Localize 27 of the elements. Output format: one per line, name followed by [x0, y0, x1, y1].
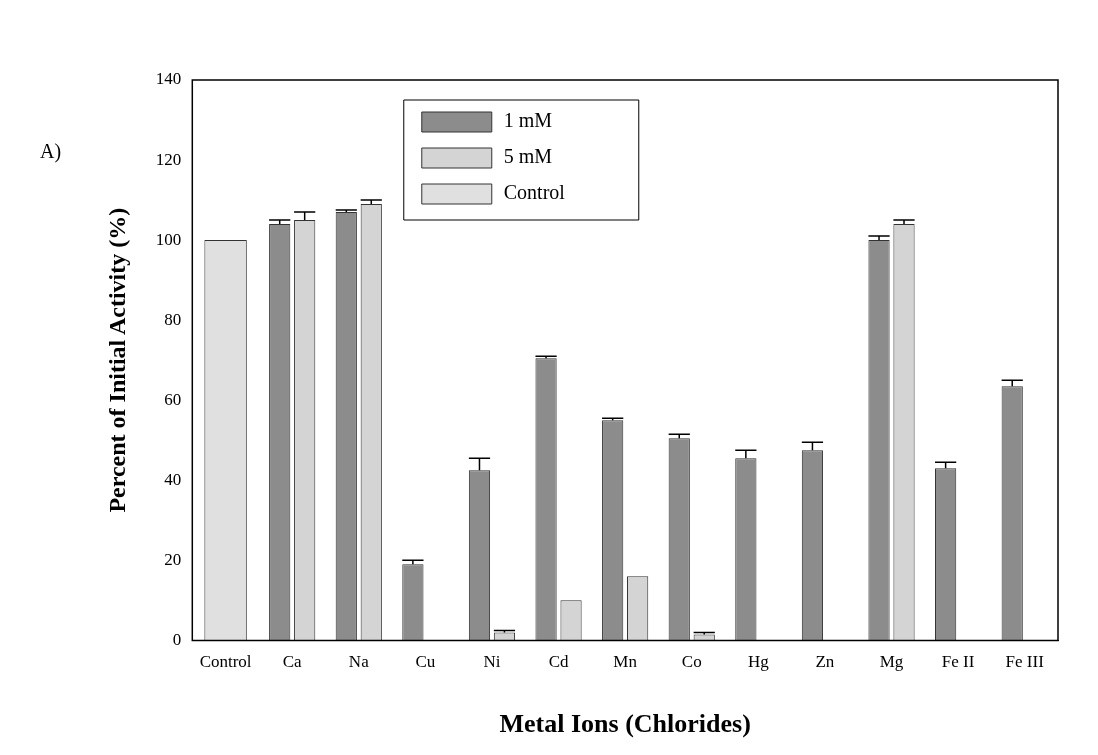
- legend-label: 5 mM: [503, 145, 553, 168]
- x-tick-label: Mn: [613, 652, 638, 672]
- legend-label: 1 mM: [503, 109, 553, 132]
- y-tick-label: 0: [172, 629, 182, 649]
- x-tick-label: Co: [681, 652, 702, 672]
- x-tick-label: Hg: [747, 652, 770, 672]
- y-tick-label: 60: [164, 389, 182, 409]
- y-tick-label: 120: [155, 149, 182, 169]
- x-tick-label: Na: [348, 652, 370, 672]
- x-tick-label: Zn: [815, 652, 835, 672]
- x-tick-label: Ca: [282, 652, 303, 672]
- y-tick-label: 20: [164, 549, 182, 569]
- x-tick-label: Fe III: [1005, 652, 1045, 672]
- x-tick-label: Cu: [415, 652, 436, 672]
- y-tick-label: 80: [164, 309, 182, 329]
- x-tick-label: Control: [199, 652, 252, 672]
- y-axis-title: Percent of Initial Activity (%): [103, 207, 130, 513]
- y-tick-label: 40: [164, 469, 182, 489]
- x-tick-label: Cd: [548, 652, 569, 672]
- x-tick-label: Mg: [879, 652, 904, 672]
- x-tick-label: Fe II: [941, 652, 975, 672]
- legend-label: Control: [503, 181, 566, 204]
- y-tick-label: 140: [155, 69, 182, 89]
- text: A): [40, 140, 62, 163]
- x-tick-label: Ni: [483, 652, 501, 672]
- x-axis-title: Metal Ions (Chlorides): [499, 709, 751, 739]
- y-tick-label: 100: [155, 229, 182, 249]
